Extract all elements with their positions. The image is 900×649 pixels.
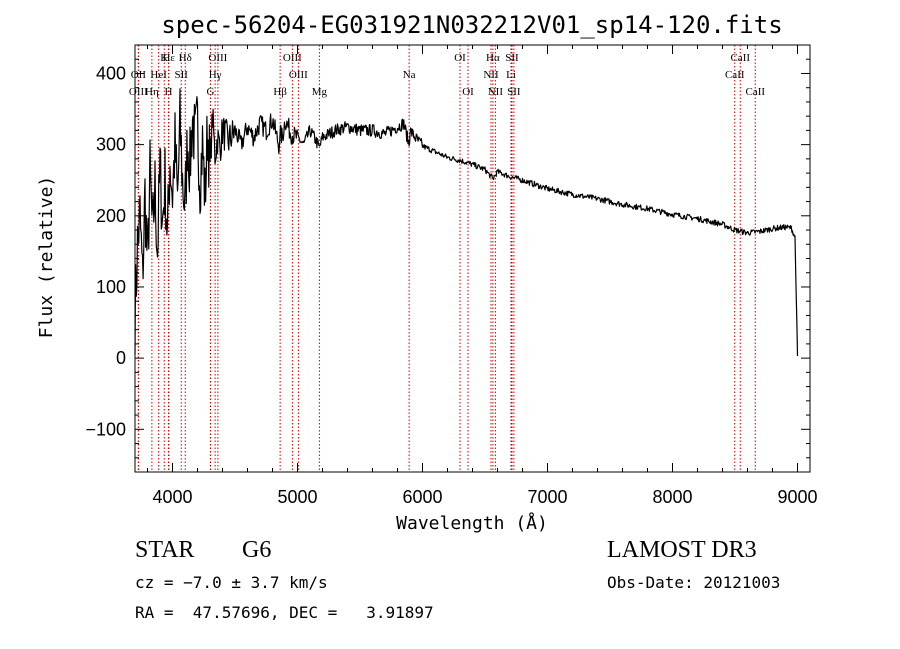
y-tick-label: 400 <box>96 63 126 83</box>
y-tick-label: 300 <box>96 135 126 155</box>
coordinates: RA = 47.57696, DEC = 3.91897 <box>135 603 434 622</box>
line-label: OIII <box>129 86 148 98</box>
x-tick-label: 5000 <box>277 487 317 507</box>
line-label: OII <box>131 69 147 81</box>
line-label: Hδ <box>179 52 192 64</box>
line-label: G <box>207 86 215 98</box>
line-label: Hη <box>145 86 159 98</box>
object-class: STAR <box>135 537 195 563</box>
line-label: H <box>165 86 173 98</box>
line-label: SII <box>505 52 519 64</box>
observation-date: Obs-Date: 20121003 <box>607 573 781 592</box>
line-label: OIII <box>289 69 308 81</box>
line-label: OIII <box>283 52 302 64</box>
chart-title: spec-56204-EG031921N032212V01_sp14-120.f… <box>161 11 782 39</box>
y-tick-label: 100 <box>96 277 126 297</box>
line-label: Hβ <box>273 86 287 98</box>
x-tick-label: 6000 <box>402 487 442 507</box>
x-axis: 4000 5000 6000 7000 8000 9000 <box>147 45 818 507</box>
line-label: Li <box>506 69 516 81</box>
line-label: OI <box>462 86 474 98</box>
line-label: Mg <box>312 86 328 98</box>
flux-series-line <box>134 88 799 357</box>
line-label: NII <box>488 86 504 98</box>
x-tick-label: 4000 <box>152 487 192 507</box>
plot-frame <box>134 44 811 473</box>
line-label: K <box>160 52 168 64</box>
x-tick-label: 8000 <box>652 487 692 507</box>
x-tick-label: 9000 <box>777 487 817 507</box>
line-label: Hγ <box>209 69 222 81</box>
y-tick-label: 200 <box>96 206 126 226</box>
line-label: SII <box>175 69 189 81</box>
object-subclass: G6 <box>242 537 272 563</box>
line-label: CaII <box>730 52 750 64</box>
y-tick-label: −100 <box>85 419 126 439</box>
y-axis: −100 0 100 200 300 400 <box>85 58 810 459</box>
x-tick-label: 7000 <box>527 487 567 507</box>
spectral-line-markers <box>137 45 756 472</box>
y-tick-label: 0 <box>116 348 126 368</box>
line-label: HeI <box>150 69 167 81</box>
redshift-velocity: cz = −7.0 ± 3.7 km/s <box>135 573 328 592</box>
line-label: Hα <box>486 52 500 64</box>
line-label: CaII <box>725 69 745 81</box>
line-label: NII <box>483 69 499 81</box>
line-label: Na <box>403 69 416 81</box>
y-axis-label: Flux (relative) <box>36 176 57 339</box>
line-label: OIII <box>208 52 227 64</box>
line-label: OI <box>454 52 466 64</box>
line-label: SII <box>507 86 521 98</box>
line-label: Hε <box>162 52 175 64</box>
survey-name: LAMOST DR3 <box>607 537 757 563</box>
x-axis-label: Wavelength (Å) <box>396 512 548 534</box>
line-label: CaII <box>745 86 765 98</box>
